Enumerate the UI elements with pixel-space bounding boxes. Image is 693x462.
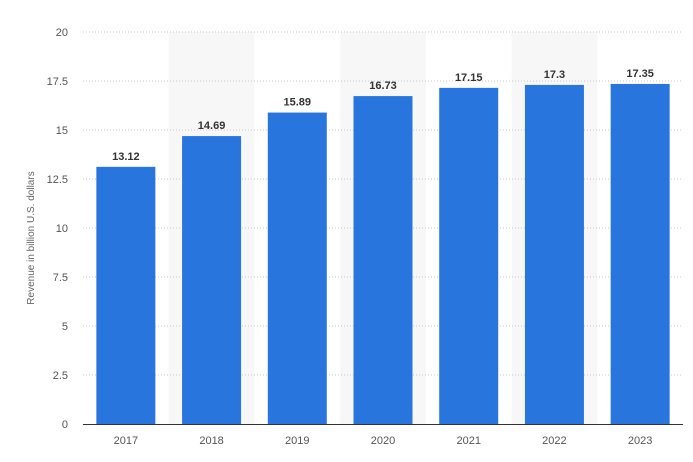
bar-2021 (439, 87, 499, 425)
bar-2023 (610, 83, 670, 424)
data-label-2020: 16.73 (369, 80, 397, 92)
data-label-2019: 15.89 (284, 97, 312, 109)
x-tick-label-2022: 2022 (542, 435, 566, 447)
y-tick-label-20: 20 (56, 27, 68, 39)
y-tick-label-17.5: 17.5 (47, 76, 68, 88)
data-label-2017: 13.12 (112, 151, 140, 163)
data-label-2023: 17.35 (626, 68, 654, 80)
data-labels: 13.12 14.69 15.89 16.73 17.15 17.3 17.35 (112, 68, 654, 163)
data-label-2021: 17.15 (455, 72, 483, 84)
bar-2018 (182, 136, 242, 425)
y-tick-label-0: 0 (62, 419, 68, 431)
x-tick-label-2023: 2023 (628, 435, 652, 447)
x-tick-label-2021: 2021 (456, 435, 480, 447)
data-label-2022: 17.3 (544, 69, 565, 81)
y-tick-label-7.5: 7.5 (53, 272, 68, 284)
y-tick-label-12.5: 12.5 (47, 174, 68, 186)
y-tick-label-15: 15 (56, 125, 68, 137)
y-tick-label-5: 5 (62, 321, 68, 333)
bar-2017 (96, 166, 156, 424)
y-tick-label-2.5: 2.5 (53, 370, 68, 382)
y-tick-label-10: 10 (56, 223, 68, 235)
x-axis-ticks: 2017 2018 2019 2020 2021 2022 2023 (114, 435, 653, 447)
x-tick-label-2020: 2020 (371, 435, 395, 447)
bar-2019 (267, 112, 327, 424)
bars (96, 83, 670, 425)
x-tick-label-2017: 2017 (114, 435, 138, 447)
x-tick-label-2019: 2019 (285, 435, 309, 447)
y-axis-ticks: 0 2.5 5 7.5 10 12.5 15 17.5 20 (47, 27, 68, 431)
x-tick-label-2018: 2018 (199, 435, 223, 447)
data-label-2018: 14.69 (198, 120, 226, 132)
bar-2022 (524, 84, 584, 425)
y-axis-title: Revenue in billion U.S. dollars (26, 171, 37, 304)
bar-2020 (353, 96, 413, 424)
